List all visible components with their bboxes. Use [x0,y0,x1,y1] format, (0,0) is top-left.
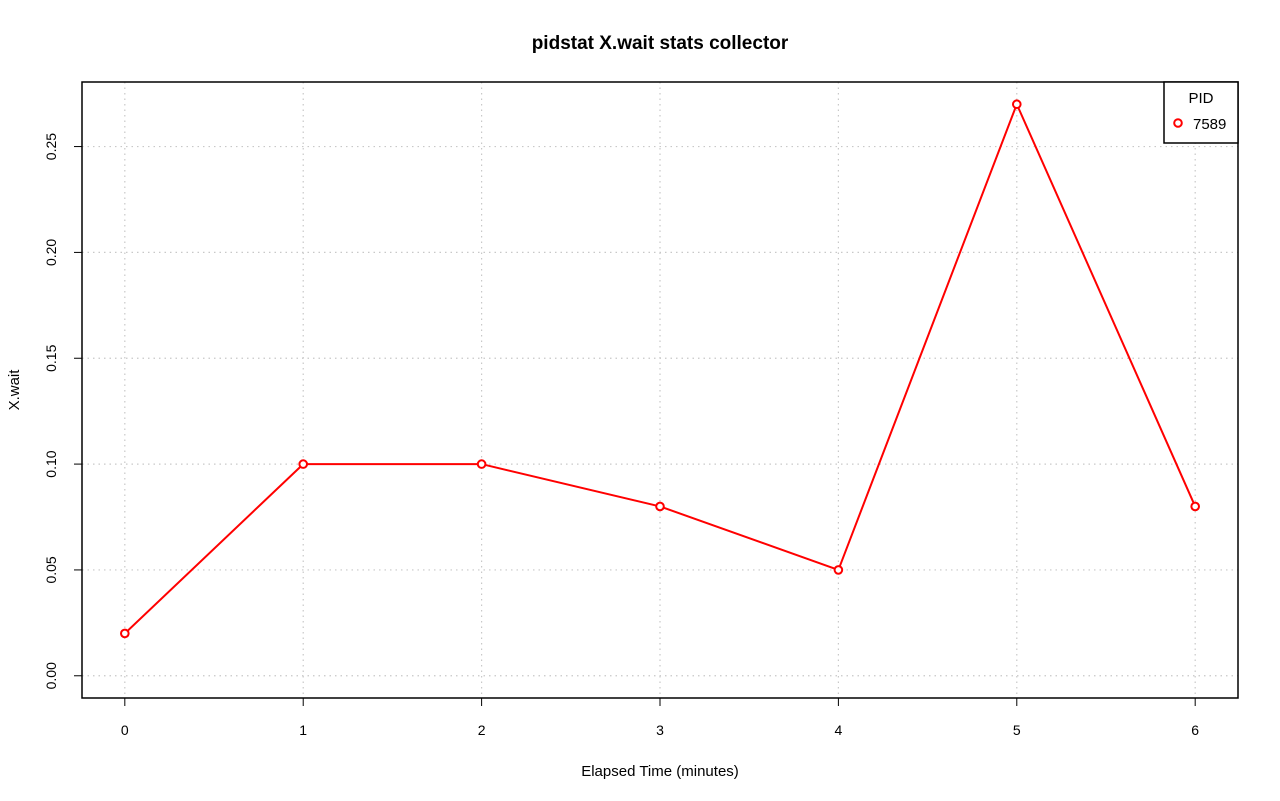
y-tick-label-5: 0.25 [43,133,59,160]
x-tick-label-0: 0 [121,722,129,738]
x-axis-label: Elapsed Time (minutes) [581,763,739,780]
legend-title: PID [1188,90,1213,107]
data-point-4 [833,565,844,575]
data-point-3 [655,501,665,512]
y-axis-label: X.wait [6,369,23,411]
x-tick-label-4: 4 [834,722,842,738]
y-tick-label-0: 0.00 [43,662,59,689]
y-tick-label-4: 0.20 [43,239,59,266]
data-point-5 [1011,99,1022,110]
y-tick-label-1: 0.05 [43,556,59,583]
x-tick-label-3: 3 [656,722,664,738]
x-axis: 0 1 2 3 4 5 6 [121,698,1199,738]
x-tick-label-2: 2 [478,722,486,738]
y-tick-label-3: 0.15 [43,344,59,371]
series-group [120,99,1200,639]
x-tick-label-5: 5 [1013,722,1021,738]
chart-title: pidstat X.wait stats collector [532,33,789,54]
data-point-1 [298,459,309,469]
data-point-2 [476,459,487,469]
y-axis: 0.00 0.05 0.10 0.15 0.20 0.25 [43,133,82,689]
legend-entry-label: 7589 [1193,116,1226,133]
grid [82,82,1238,698]
legend-box [1163,81,1239,144]
y-tick-label-2: 0.10 [43,450,59,477]
x-tick-label-1: 1 [299,722,307,738]
legend-marker [1173,118,1183,128]
legend: PID 7589 [1163,81,1239,144]
data-point-6 [1190,501,1200,512]
x-tick-label-6: 6 [1191,722,1199,738]
data-point-0 [120,628,130,639]
